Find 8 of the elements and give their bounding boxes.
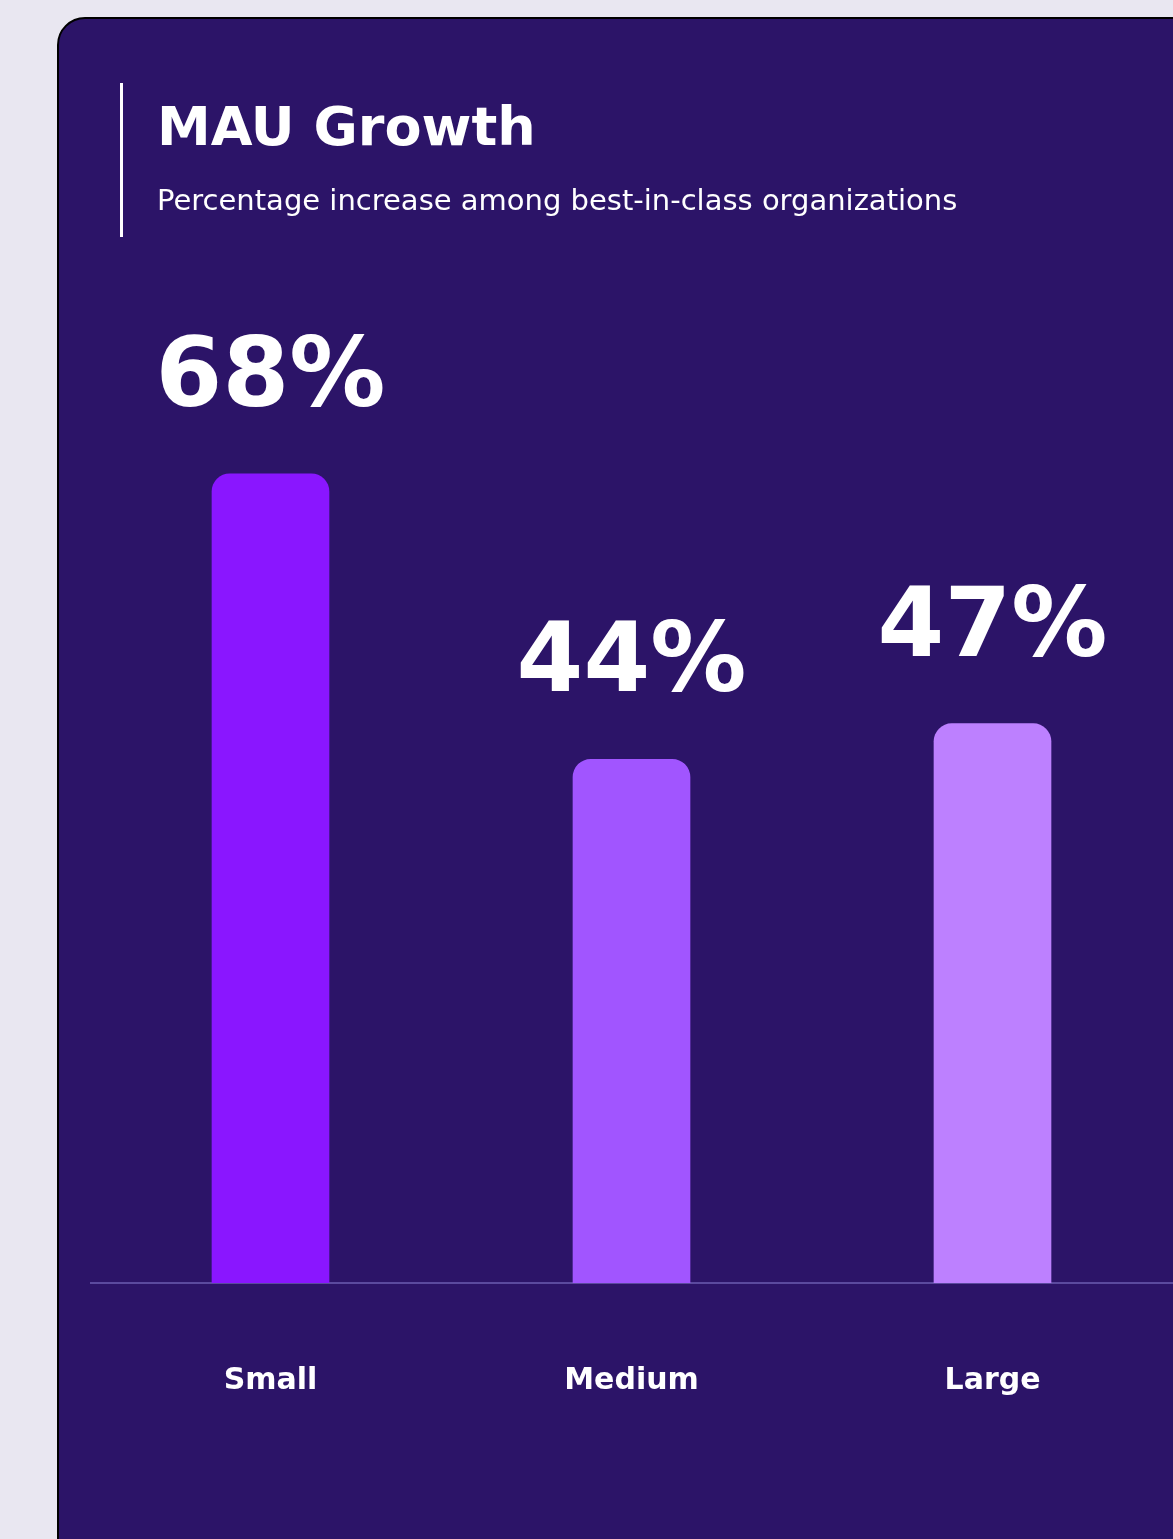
data-label: 44% — [516, 602, 747, 715]
x-tick-label: Medium — [564, 1360, 699, 1396]
chart-title: MAU Growth — [157, 95, 536, 158]
x-tick-label: Large — [944, 1360, 1041, 1396]
x-tick-label: Small — [223, 1360, 318, 1396]
chart-subtitle: Percentage increase among best-in-class organizations — [157, 183, 958, 217]
data-label: 68% — [155, 316, 386, 429]
data-label: 47% — [877, 566, 1108, 679]
